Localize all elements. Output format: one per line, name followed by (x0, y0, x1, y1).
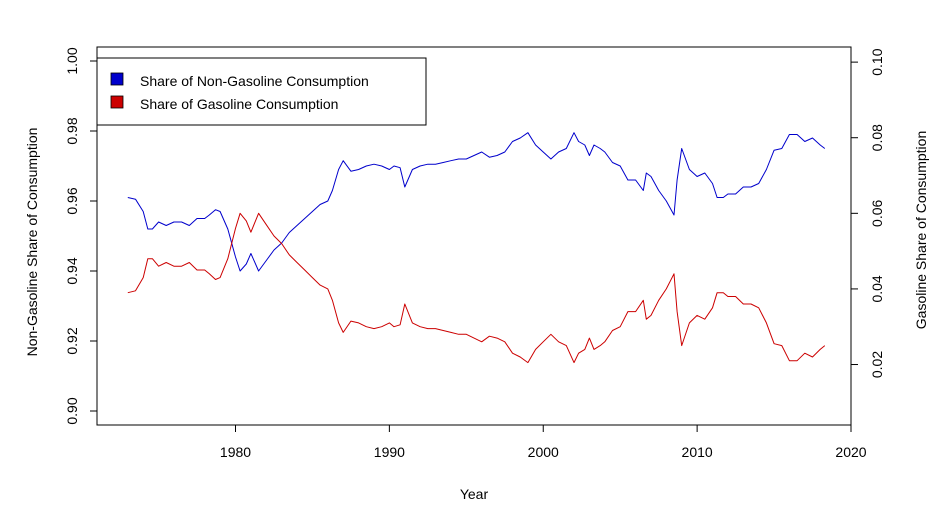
y-right-tick-label: 0.04 (869, 275, 885, 302)
series-line-non-gasoline (127, 132, 826, 272)
x-tick-label: 2020 (835, 444, 866, 460)
y-left-tick-label: 0.94 (64, 257, 80, 284)
x-axis: 1980 1990 2000 2010 2020 (220, 424, 867, 460)
x-tick-label: 1990 (374, 444, 405, 460)
y-axis-right-title: Gasoline Share of Consumption (913, 131, 929, 329)
x-tick-label: 1980 (220, 444, 251, 460)
legend-swatch-non-gasoline (110, 72, 124, 86)
legend: Share of Non-Gasoline Consumption Share … (96, 57, 427, 126)
y-right-tick-label: 0.02 (869, 351, 885, 378)
legend-label-non-gasoline: Share of Non-Gasoline Consumption (140, 73, 369, 89)
x-axis-title: Year (460, 486, 489, 502)
y-right-tick-label: 0.10 (869, 48, 885, 75)
y-right-tick-label: 0.06 (869, 199, 885, 226)
y-left-tick-label: 0.92 (64, 327, 80, 354)
series-layer (127, 132, 826, 364)
y-left-tick-label: 0.90 (64, 397, 80, 424)
y-left-tick-label: 1.00 (64, 47, 80, 74)
y-left-tick-label: 0.96 (64, 187, 80, 214)
y-axis-left-title: Non-Gasoline Share of Consumption (24, 128, 40, 357)
legend-box (96, 57, 427, 126)
y-axis-right: 0.02 0.04 0.06 0.08 0.10 (850, 48, 885, 378)
series-line-gasoline (127, 212, 826, 364)
y-right-tick-label: 0.08 (869, 124, 885, 151)
x-tick-label: 2000 (528, 444, 559, 460)
y-left-tick-label: 0.98 (64, 117, 80, 144)
x-tick-label: 2010 (682, 444, 713, 460)
legend-label-gasoline: Share of Gasoline Consumption (140, 96, 338, 112)
legend-swatch-gasoline (110, 95, 124, 109)
